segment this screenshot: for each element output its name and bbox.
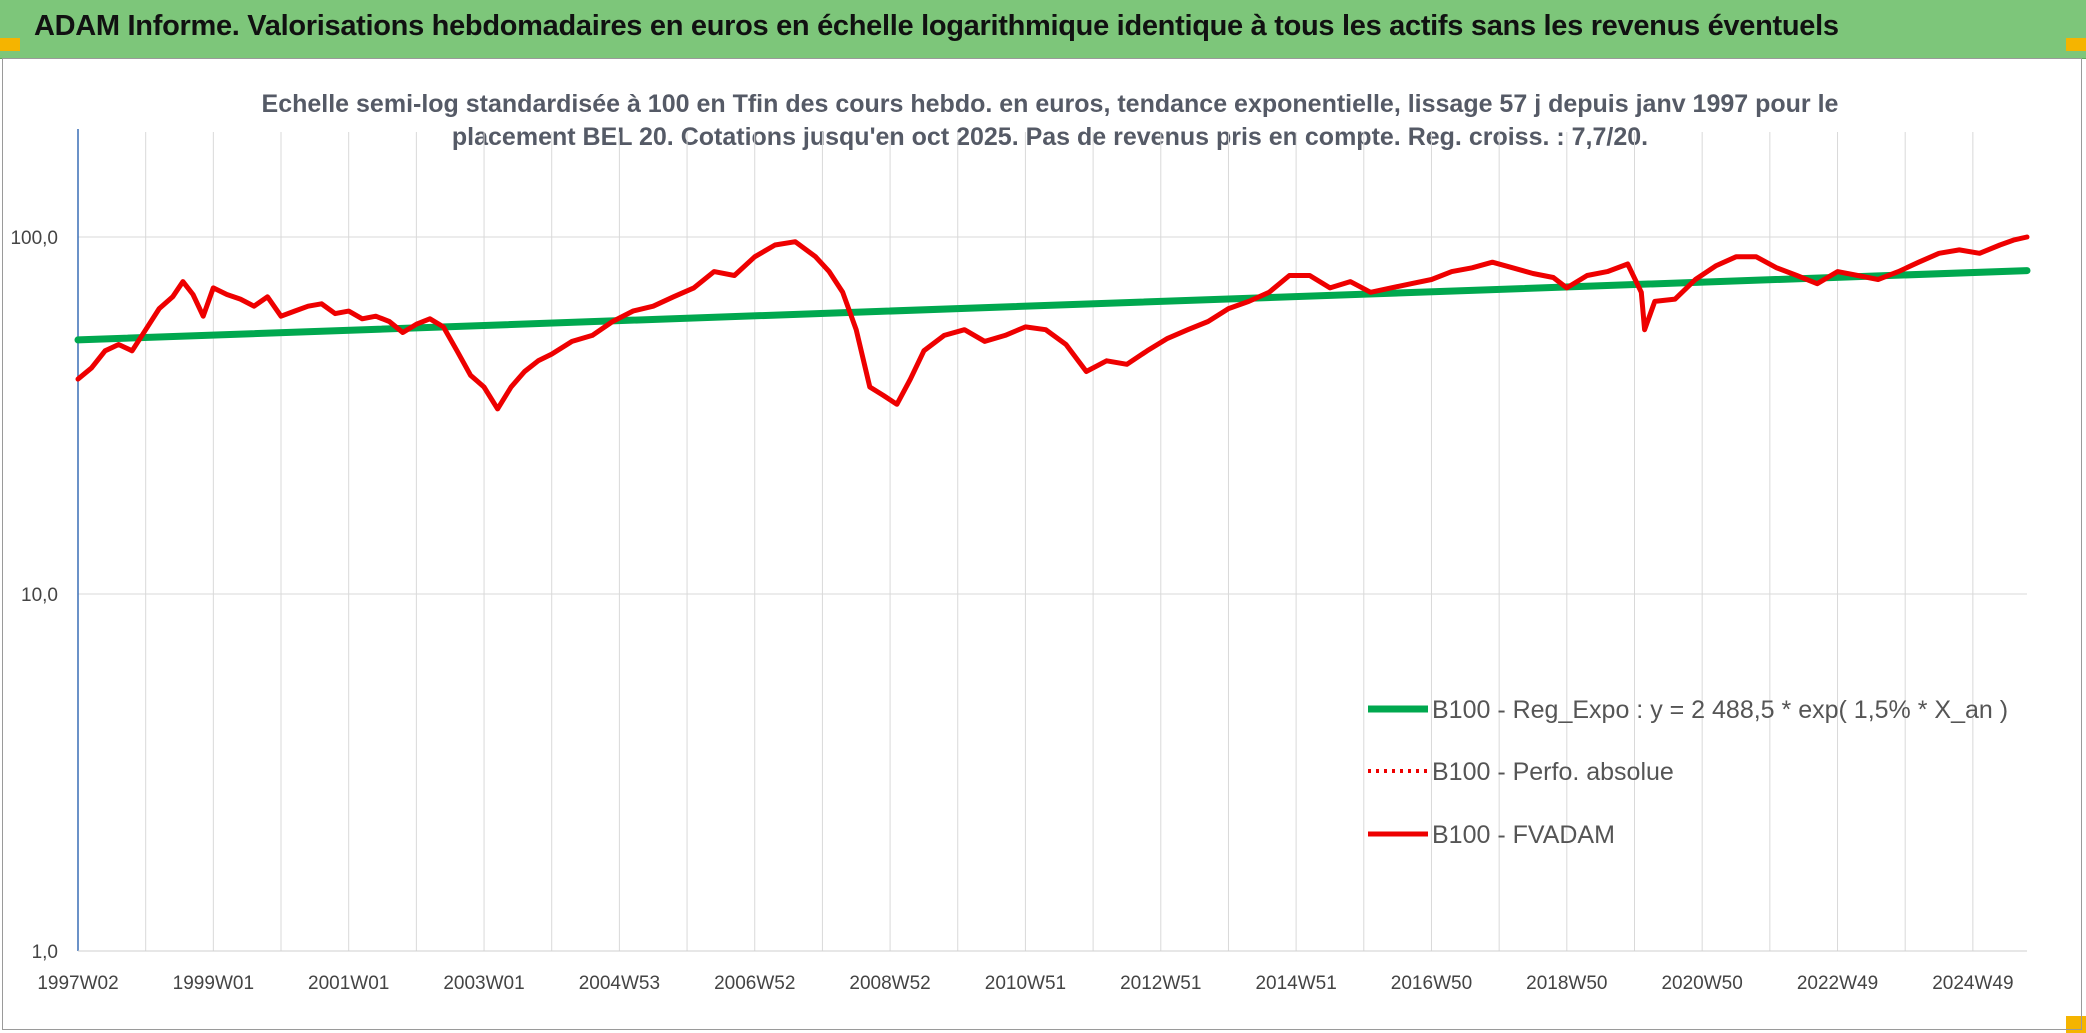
x-tick-label: 2010W51 (985, 973, 1066, 994)
y-tick-labels: 1,0 10,0 100,0 (10, 228, 58, 963)
corner-marker-top-right (2066, 38, 2086, 51)
x-tick-label: 1999W01 (173, 973, 254, 994)
series-line-0 (74, 267, 2031, 344)
chart-frame (2, 58, 2082, 1030)
series-line-2 (75, 234, 2030, 412)
y-tick-label: 100,0 (10, 228, 58, 249)
legend-label-2: B100 - FVADAM (1432, 821, 1615, 849)
chart-legend: B100 - Reg_Expo : y = 2 488,5 * exp( 1,5… (1368, 696, 2008, 849)
x-tick-labels: 1997W02 1999W01 2001W01 2003W01 2004W53 2006W… (37, 973, 2013, 994)
legend-label-0: B100 - Reg_Expo : y = 2 488,5 * exp( 1,5… (1432, 696, 2008, 724)
x-tick-label: 1997W02 (37, 973, 118, 994)
y-tick-label: 1,0 (32, 942, 58, 963)
x-tick-label: 2018W50 (1526, 973, 1607, 994)
x-tick-label: 2024W49 (1932, 973, 2013, 994)
x-tick-label: 2016W50 (1391, 973, 1472, 994)
x-tick-label: 2003W01 (443, 973, 524, 994)
chart-title-line-2: placement BEL 20. Cotations jusqu'en oct… (451, 123, 1649, 151)
x-tick-label: 2004W53 (579, 973, 660, 994)
legend-label-1: B100 - Perfo. absolue (1432, 758, 1674, 786)
x-tick-label: 2014W51 (1255, 973, 1336, 994)
x-tick-label: 2022W49 (1797, 973, 1878, 994)
horizontal-gridlines (78, 236, 2027, 952)
x-tick-label: 2006W52 (714, 973, 795, 994)
x-tick-label: 2001W01 (308, 973, 389, 994)
vertical-gridlines (145, 132, 1974, 951)
corner-marker-top-left (0, 38, 20, 51)
report-title: ADAM Informe. Valorisations hebdomadaire… (34, 10, 1839, 42)
chart-title-line-1: Echelle semi-log standardisée à 100 en T… (261, 90, 1839, 118)
x-tick-label: 2020W50 (1661, 973, 1742, 994)
x-tick-label: 2012W51 (1120, 973, 1201, 994)
series-layer (74, 234, 2031, 412)
x-tick-label: 2008W52 (849, 973, 930, 994)
chart-title: Echelle semi-log standardisée à 100 en T… (260, 88, 1840, 154)
report-header: ADAM Informe. Valorisations hebdomadaire… (0, 0, 2086, 59)
y-tick-label: 10,0 (21, 585, 58, 606)
